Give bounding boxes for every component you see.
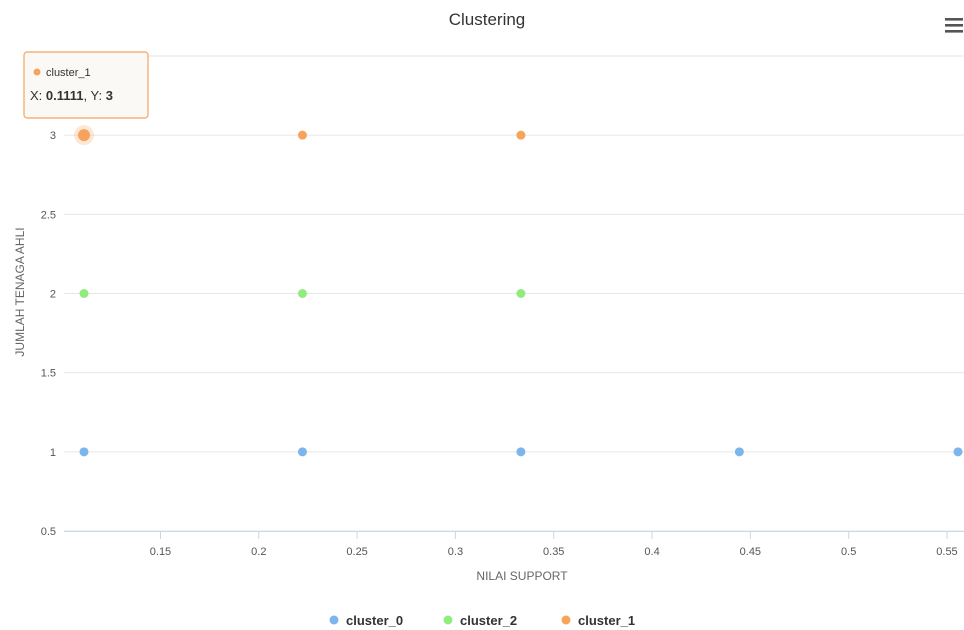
y-tick-label: 3: [50, 130, 56, 142]
tooltip: cluster_1 X: 0.1111, Y: 3: [23, 51, 149, 119]
y-tick-label: 0.5: [41, 526, 56, 538]
legend-marker: [329, 615, 339, 625]
grid-lines: [64, 55, 964, 532]
legend-item-cluster-2[interactable]: cluster_2: [443, 613, 518, 628]
legend-label: cluster_1: [578, 613, 635, 628]
y-axis-title: JUMLAH TENAGA AHLI: [13, 227, 27, 356]
tooltip-series-marker: [33, 68, 41, 76]
chart-menu-button[interactable]: [938, 12, 963, 36]
series-cluster-0: [79, 447, 963, 457]
data-point[interactable]: [297, 447, 307, 457]
data-point[interactable]: [516, 130, 526, 140]
y-tick-label: 2: [50, 289, 56, 301]
tooltip-y-prefix: , Y:: [84, 88, 106, 103]
tooltip-series-name: cluster_1: [46, 67, 91, 79]
y-tick-label: 2.5: [41, 209, 56, 221]
data-point[interactable]: [953, 447, 963, 457]
data-point[interactable]: [79, 447, 89, 457]
legend-marker: [443, 615, 453, 625]
x-tick-label: 0.3: [448, 546, 463, 558]
legend-label: cluster_2: [460, 613, 517, 628]
hamburger-menu-icon: [945, 18, 963, 33]
x-tick-label: 0.45: [740, 546, 761, 558]
series-layer: [74, 125, 963, 457]
legend-item-cluster-1[interactable]: cluster_1: [561, 613, 636, 628]
data-point[interactable]: [734, 447, 744, 457]
legend-item-cluster-0[interactable]: cluster_0: [329, 613, 404, 628]
legend: cluster_0 cluster_2 cluster_1: [329, 613, 636, 628]
tooltip-value: X: 0.1111, Y: 3: [30, 88, 113, 103]
y-tick-label: 1: [50, 447, 56, 459]
legend-label: cluster_0: [346, 613, 403, 628]
y-axis-labels: 0.511.522.533.5: [41, 51, 56, 538]
x-tick-label: 0.25: [346, 546, 367, 558]
series-cluster-2: [79, 289, 526, 298]
data-point[interactable]: [516, 447, 526, 457]
y-tick-label: 1.5: [41, 368, 56, 380]
x-axis-ticks: 0.15 0.2 0.25 0.3 0.35 0.4 0.45 0.5 0.55: [150, 531, 958, 558]
series-cluster-1: [74, 125, 526, 146]
data-point[interactable]: [297, 289, 307, 298]
tooltip-x-value: 0.1111: [46, 88, 84, 103]
x-axis-title: NILAI SUPPORT: [476, 569, 568, 583]
x-tick-label: 0.35: [543, 546, 564, 558]
tooltip-y-value: 3: [106, 88, 113, 103]
data-point[interactable]: [78, 129, 90, 142]
data-point[interactable]: [297, 130, 307, 140]
x-tick-label: 0.55: [936, 546, 957, 558]
legend-marker: [561, 615, 571, 625]
tooltip-box: [23, 51, 149, 119]
data-point[interactable]: [79, 289, 89, 298]
x-tick-label: 0.2: [251, 546, 266, 558]
x-tick-label: 0.4: [644, 546, 659, 558]
x-tick-label: 0.15: [150, 546, 171, 558]
chart-title: Clustering: [449, 10, 526, 29]
tooltip-x-prefix: X:: [30, 88, 46, 103]
x-tick-label: 0.5: [841, 546, 856, 558]
data-point[interactable]: [516, 289, 526, 298]
